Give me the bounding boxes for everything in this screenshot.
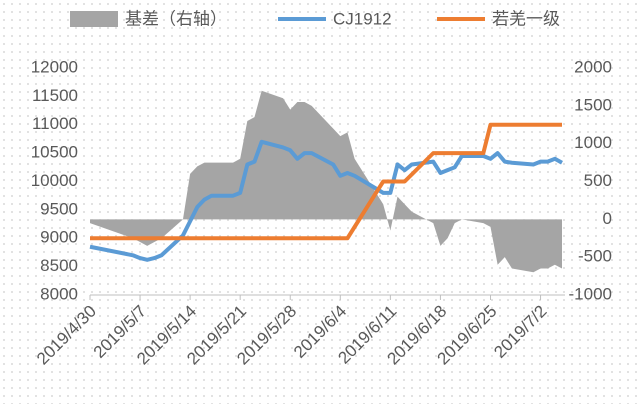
y-tick-label: 9500 bbox=[40, 199, 78, 218]
y2-tick-label: 2000 bbox=[574, 57, 612, 76]
x-tick-label: 2019/4/30 bbox=[33, 302, 100, 369]
y2-tick-label: 1500 bbox=[574, 95, 612, 114]
legend-label: 若羌一级 bbox=[492, 9, 560, 28]
legend-label: CJ1912 bbox=[333, 9, 392, 28]
y-tick-label: 11500 bbox=[32, 86, 78, 105]
y2-tick-label: -500 bbox=[578, 247, 612, 266]
line bbox=[90, 122, 562, 241]
y-tick-label: 12000 bbox=[31, 57, 78, 76]
y2-tick-label: 500 bbox=[584, 171, 612, 190]
x-tick-label: 2019/7/2 bbox=[490, 302, 550, 362]
y-tick-label: 9000 bbox=[40, 228, 78, 247]
legend-label: 基差（右轴） bbox=[125, 9, 227, 28]
legend-swatch bbox=[70, 11, 118, 27]
y2-tick-label: 0 bbox=[603, 209, 612, 228]
y2-tick-label: -1000 bbox=[569, 284, 612, 303]
basis-area bbox=[90, 90, 562, 273]
y2-tick-label: 1000 bbox=[574, 133, 612, 152]
y-tick-label: 10500 bbox=[31, 143, 78, 162]
y-tick-label: 11000 bbox=[32, 114, 78, 133]
line bbox=[89, 139, 563, 262]
y-tick-label: 8500 bbox=[40, 256, 78, 275]
y-tick-label: 10000 bbox=[31, 171, 78, 190]
y-tick-label: 8000 bbox=[40, 284, 78, 303]
